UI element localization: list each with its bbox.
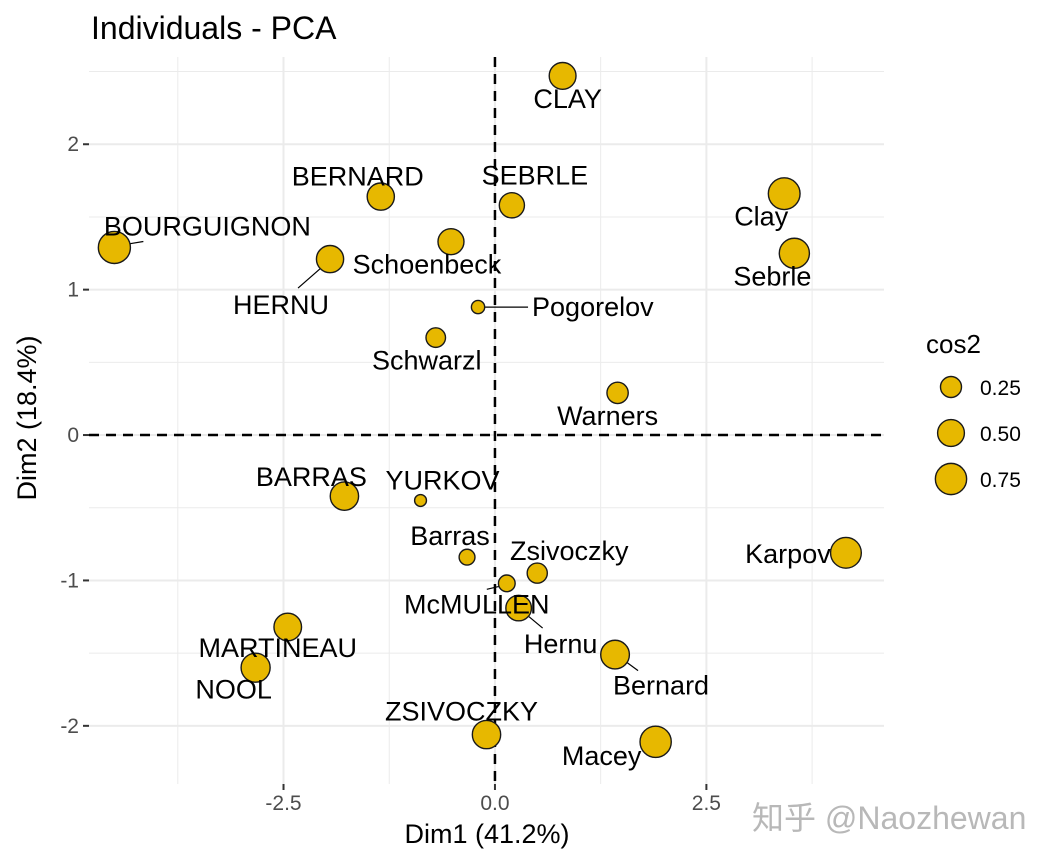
point-label: NOOL bbox=[195, 675, 272, 705]
legend: cos2 0.25 0.50 0.75 bbox=[926, 329, 1021, 496]
data-point bbox=[600, 639, 631, 670]
legend-key bbox=[934, 462, 968, 496]
data-point bbox=[273, 612, 303, 642]
legend-label: 0.50 bbox=[980, 423, 1021, 446]
data-point bbox=[498, 192, 526, 219]
axis-ticks: -2.5 0.0 2.5 -2 -1 0 1 2 bbox=[60, 133, 721, 815]
data-point bbox=[97, 230, 132, 265]
data-point bbox=[425, 327, 447, 349]
point-label: MARTINEAU bbox=[198, 633, 357, 663]
data-point bbox=[458, 548, 476, 566]
point-label: Barras bbox=[410, 521, 490, 551]
point-label: Macey bbox=[562, 741, 642, 771]
data-point bbox=[526, 562, 549, 584]
point-label: Warners bbox=[557, 401, 658, 431]
watermark: 知乎 @Naozhewan bbox=[752, 800, 1026, 836]
x-tick-label: 2.5 bbox=[692, 792, 721, 815]
y-tick-label: -1 bbox=[60, 569, 79, 592]
data-point bbox=[829, 536, 863, 569]
point-labels: SEBRLE CLAY BERNARD YURKOV ZSIVOCZKY McMULLEN… bbox=[104, 84, 831, 771]
data-point bbox=[470, 299, 486, 315]
data-point bbox=[639, 725, 672, 759]
point-label: BARRAS bbox=[256, 462, 367, 492]
data-point bbox=[778, 237, 811, 270]
data-point bbox=[437, 227, 465, 256]
point-label: Zsivoczky bbox=[510, 536, 629, 566]
y-tick-label: 0 bbox=[67, 424, 79, 447]
data-point bbox=[413, 493, 428, 508]
data-point bbox=[315, 244, 345, 274]
data-point bbox=[767, 177, 801, 211]
grid bbox=[89, 57, 884, 784]
point-label: SEBRLE bbox=[482, 160, 589, 190]
point-label: Sebrle bbox=[733, 261, 811, 291]
point-label: Bernard bbox=[613, 671, 709, 701]
legend-label: 0.25 bbox=[980, 377, 1021, 400]
data-points bbox=[97, 61, 863, 759]
point-label: CLAY bbox=[533, 84, 602, 114]
legend-title: cos2 bbox=[926, 329, 981, 359]
point-label: YURKOV bbox=[386, 465, 500, 495]
data-point bbox=[471, 719, 502, 750]
point-label: Pogorelov bbox=[532, 292, 654, 322]
legend-key bbox=[939, 375, 963, 399]
point-label: ZSIVOCZKY bbox=[385, 697, 538, 727]
x-axis-title: Dim1 (41.2%) bbox=[404, 819, 569, 849]
data-point bbox=[240, 652, 271, 683]
point-label: Schoenbeck bbox=[353, 250, 502, 280]
y-tick-label: 1 bbox=[67, 279, 79, 302]
point-label: Hernu bbox=[524, 629, 598, 659]
data-point bbox=[548, 61, 577, 91]
point-label: McMULLEN bbox=[404, 589, 550, 619]
chart-title: Individuals - PCA bbox=[91, 10, 337, 46]
y-tick-label: -2 bbox=[60, 715, 79, 738]
legend-label: 0.75 bbox=[980, 469, 1021, 492]
data-point bbox=[366, 182, 396, 211]
point-label: Karpov bbox=[745, 539, 831, 569]
y-tick-label: 2 bbox=[67, 133, 79, 156]
data-point bbox=[497, 574, 516, 593]
point-label: Clay bbox=[734, 202, 789, 232]
data-point bbox=[329, 481, 360, 511]
x-tick-label: 0.0 bbox=[480, 792, 509, 815]
point-label: BERNARD bbox=[292, 162, 424, 192]
leader-line bbox=[297, 266, 323, 289]
reference-lines bbox=[89, 57, 884, 784]
point-label: BOURGUIGNON bbox=[104, 211, 311, 241]
point-label: Schwarzl bbox=[372, 346, 482, 376]
x-tick-label: -2.5 bbox=[265, 792, 301, 815]
data-point bbox=[606, 381, 629, 405]
data-point bbox=[505, 594, 533, 622]
point-label: HERNU bbox=[233, 290, 329, 320]
y-axis-title: Dim2 (18.4%) bbox=[12, 335, 42, 500]
legend-key bbox=[936, 418, 966, 448]
